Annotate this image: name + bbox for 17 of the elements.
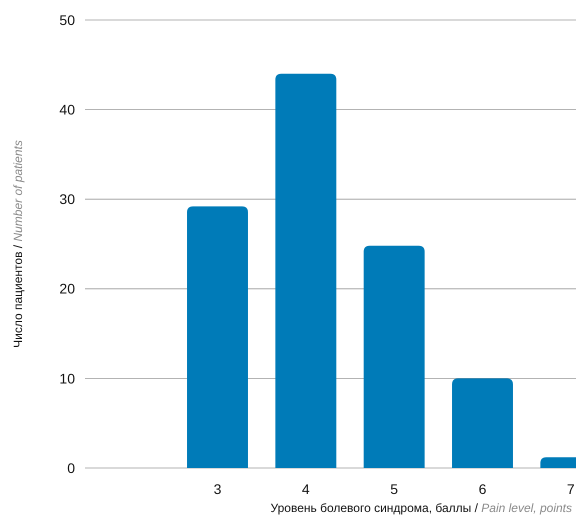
y-axis-title: Число пациентов / Number of patients	[11, 140, 25, 348]
y-tick-label: 10	[59, 370, 76, 386]
y-tick-label: 40	[59, 102, 76, 118]
y-tick-label: 50	[59, 12, 76, 28]
bar	[364, 246, 425, 468]
x-axis-title: Уровень болевого синдрома, баллы / Pain level, points	[270, 501, 572, 515]
x-tick-label: 3	[214, 481, 222, 497]
y-tick-label: 0	[67, 460, 76, 476]
y-tick-label: 30	[59, 191, 76, 208]
y-tick-label: 20	[59, 280, 76, 297]
x-tick-label: 7	[566, 481, 575, 497]
bar	[187, 206, 248, 468]
bar	[275, 74, 336, 468]
x-tick-label: 5	[390, 481, 398, 497]
bar	[452, 378, 513, 468]
x-tick-label: 6	[478, 481, 487, 497]
x-tick-label: 4	[302, 481, 310, 497]
